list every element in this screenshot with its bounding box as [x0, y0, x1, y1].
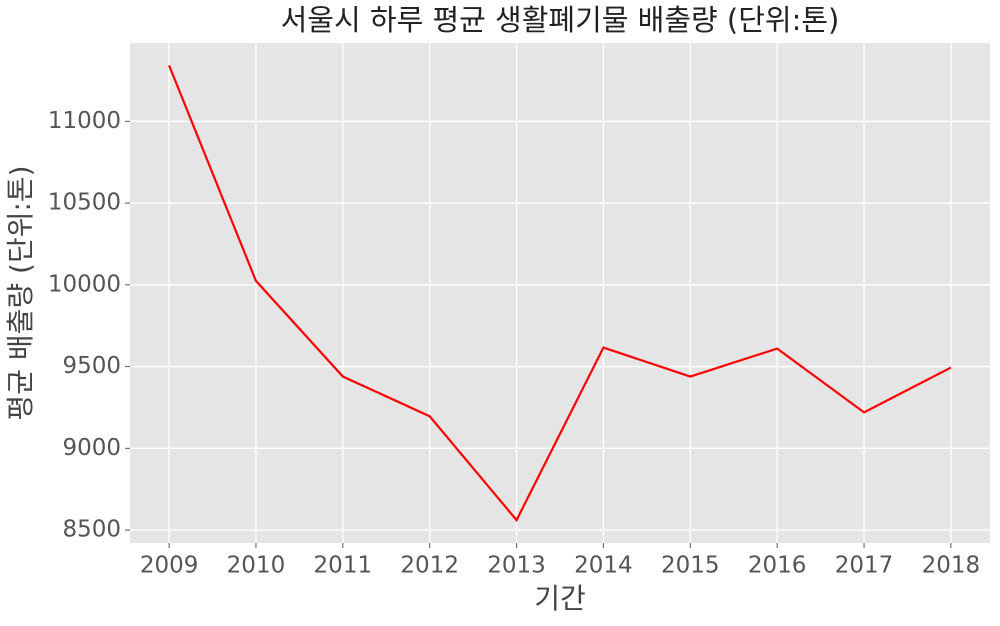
y-tick-label: 11000	[48, 108, 121, 134]
x-tick-label: 2015	[661, 553, 720, 579]
x-tick-label: 2012	[400, 553, 459, 579]
y-tick-label: 10000	[48, 271, 121, 297]
plot-area	[130, 43, 990, 543]
x-axis-label: 기간	[534, 582, 586, 615]
y-tick-label: 8500	[62, 517, 121, 543]
y-tick-label: 9000	[62, 435, 121, 461]
y-axis-label: 평균 배출량 (단위:톤)	[4, 165, 37, 420]
x-tick-label: 2011	[314, 553, 373, 579]
data-line	[168, 64, 952, 523]
x-tick-label: 2014	[574, 553, 633, 579]
chart-title: 서울시 하루 평균 생활폐기물 배출량 (단위:톤)	[281, 3, 840, 37]
x-tick-label: 2016	[748, 553, 807, 579]
x-tick-label: 2010	[227, 553, 286, 579]
x-tick-label: 2018	[922, 553, 981, 579]
y-tick-label: 10500	[48, 190, 121, 216]
x-tick-label: 2017	[835, 553, 894, 579]
x-tick-label: 2009	[140, 553, 199, 579]
y-tick-label: 9500	[62, 353, 121, 379]
x-tick-label: 2013	[487, 553, 546, 579]
